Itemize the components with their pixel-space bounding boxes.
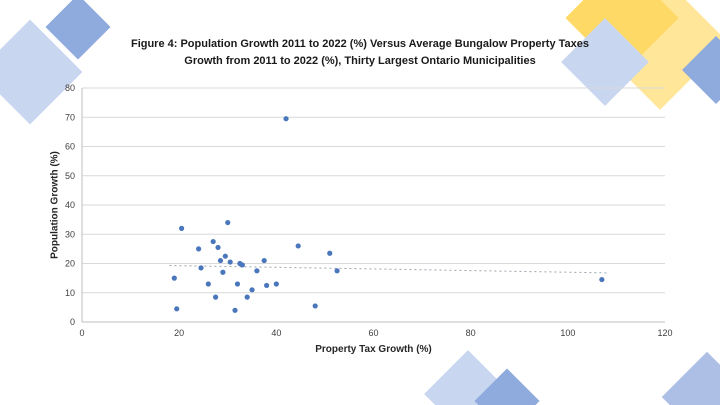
trendline (169, 265, 607, 274)
y-tick-label: 20 (65, 259, 75, 269)
data-point (210, 238, 216, 245)
y-tick-label: 80 (65, 83, 75, 93)
y-tick-label: 40 (65, 200, 75, 210)
data-point (220, 269, 226, 275)
data-point (205, 281, 211, 287)
data-point (283, 116, 289, 122)
data-point (196, 246, 202, 252)
data-point (171, 275, 177, 281)
data-point (261, 257, 267, 264)
data-point (213, 294, 219, 300)
x-tick-label: 20 (174, 328, 184, 338)
data-point (215, 244, 221, 251)
x-tick-label: 100 (560, 328, 575, 338)
x-axis-title: Property Tax Growth (%) (315, 344, 432, 355)
data-point (232, 307, 238, 313)
chart-plot-area: 0 10 20 30 40 50 60 70 80 0 20 40 60 80 100 120 (65, 83, 673, 338)
data-point (244, 294, 250, 300)
chart-title: Figure 4: Population Growth 2011 to 2022… (60, 36, 660, 70)
data-point (273, 281, 279, 287)
x-tick-label: 120 (657, 328, 672, 338)
data-point (264, 282, 270, 289)
x-tick-label: 40 (271, 328, 281, 338)
y-tick-label: 10 (65, 288, 75, 298)
data-point (334, 268, 340, 274)
data-point (225, 219, 231, 226)
y-tick-label: 0 (70, 317, 75, 327)
data-point (312, 303, 318, 309)
data-point (198, 265, 204, 271)
y-tick-label: 70 (65, 112, 75, 122)
chart-title-line-2: Growth from 2011 to 2022 (%), Thirty Lar… (184, 55, 536, 68)
data-point (327, 250, 333, 256)
data-point (249, 287, 255, 293)
data-point (254, 268, 260, 274)
y-tick-label: 50 (65, 171, 75, 181)
data-point (239, 262, 245, 268)
data-point (227, 259, 233, 265)
data-point (599, 276, 605, 283)
x-tick-label: 0 (79, 328, 84, 338)
data-point (222, 253, 228, 259)
data-point (234, 281, 241, 287)
data-point (217, 257, 224, 264)
y-axis-title: Population Growth (%) (49, 151, 61, 259)
y-tick-label: 60 (65, 142, 75, 152)
data-point (178, 225, 185, 231)
x-tick-label: 60 (368, 328, 378, 338)
scatter-chart: 0 10 20 30 40 50 60 70 80 0 20 40 60 80 100 120 Propert… (20, 82, 700, 372)
x-tick-label: 80 (466, 328, 476, 338)
data-point (174, 306, 180, 312)
chart-title-line-1: Figure 4: Population Growth 2011 to 2022… (130, 38, 590, 50)
data-point (295, 243, 301, 249)
y-tick-label: 30 (65, 229, 75, 239)
